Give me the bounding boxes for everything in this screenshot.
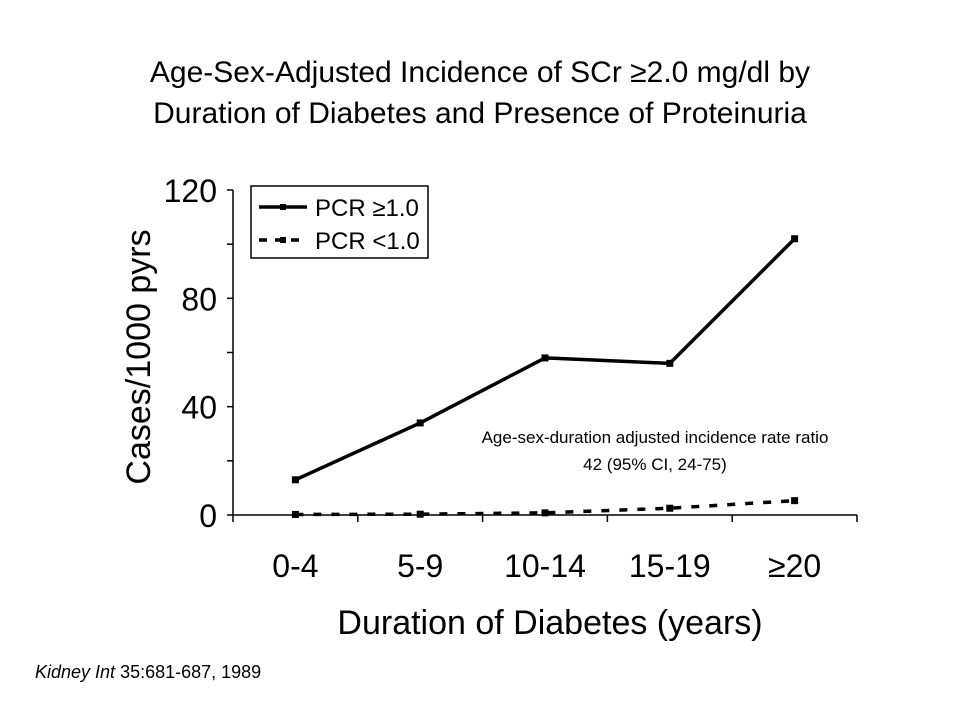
- y-tick-label: 80: [181, 281, 217, 317]
- annotation-line-1: Age-sex-duration adjusted incidence rate…: [482, 428, 829, 447]
- title-line-1: Age-Sex-Adjusted Incidence of SCr ≥2.0 m…: [149, 56, 811, 89]
- x-tick-label: 10-14: [504, 548, 586, 584]
- y-tick-label: 40: [181, 390, 217, 426]
- citation-details: 35:681-687, 1989: [115, 662, 262, 682]
- legend-label-dashed: PCR <1.0: [315, 228, 420, 255]
- data-point-s2: [291, 510, 299, 518]
- x-tick-labels: 0-4 5-9 10-14 15-19 ≥20: [272, 548, 821, 584]
- data-point-s2: [666, 504, 674, 512]
- data-point-s2: [416, 510, 424, 518]
- citation-journal: Kidney Int: [35, 662, 116, 682]
- data-point-s2: [541, 509, 549, 517]
- y-axis-label: Cases/1000 pyrs: [120, 229, 158, 484]
- data-point-s1: [291, 476, 299, 484]
- annotation-line-2: 42 (95% CI, 24-75): [583, 455, 727, 474]
- data-point-s1: [791, 235, 799, 243]
- x-tick-label: ≥20: [768, 548, 821, 584]
- x-axis-label: Duration of Diabetes (years): [337, 604, 762, 642]
- data-point-s1: [541, 354, 549, 362]
- legend: PCR ≥1.0 PCR <1.0: [250, 185, 429, 259]
- slide-title: Age-Sex-Adjusted Incidence of SCr ≥2.0 m…: [0, 52, 960, 134]
- series-layer: [291, 235, 799, 518]
- data-point-s1: [666, 359, 674, 367]
- legend-box: [250, 185, 429, 259]
- series-line-2: [295, 498, 795, 517]
- x-tick-label: 5-9: [397, 548, 443, 584]
- legend-marker-dashed: [280, 237, 286, 243]
- y-tick-label: 120: [164, 173, 217, 209]
- x-tick-label: 15-19: [629, 548, 711, 584]
- y-tick-label: 0: [199, 498, 217, 534]
- x-tick-label: 0-4: [272, 548, 318, 584]
- data-point-s2: [791, 497, 799, 505]
- title-line-2: Duration of Diabetes and Presence of Pro…: [153, 97, 807, 130]
- citation: Kidney Int 35:681-687, 1989: [35, 662, 261, 683]
- legend-label-solid: PCR ≥1.0: [315, 195, 419, 222]
- y-tick-labels: 0 40 80 120: [164, 173, 217, 534]
- legend-marker-solid: [280, 204, 286, 210]
- data-point-s1: [416, 419, 424, 427]
